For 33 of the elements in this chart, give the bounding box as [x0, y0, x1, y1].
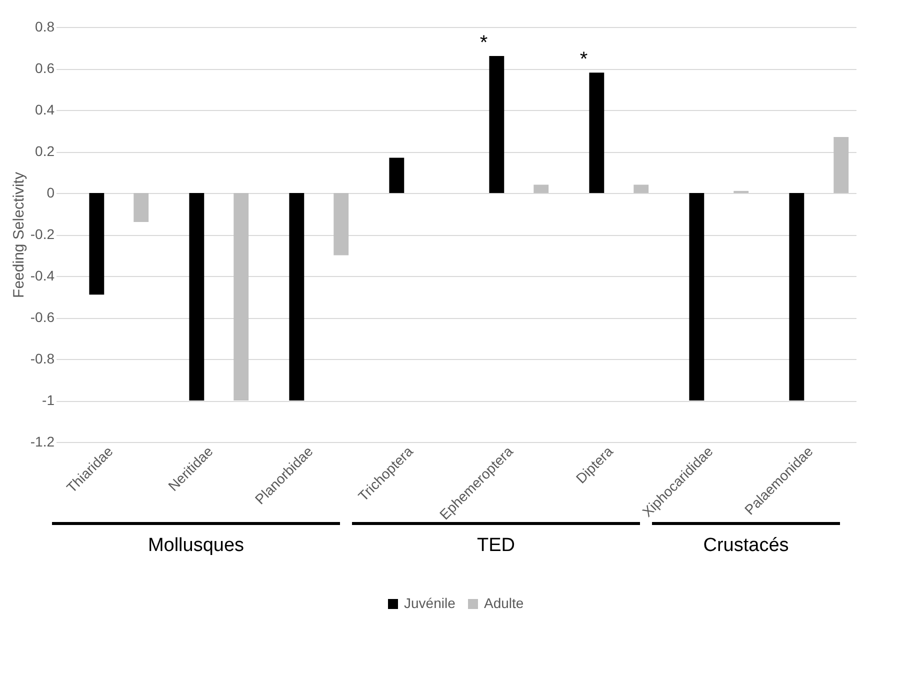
legend-label: Juvénile — [404, 595, 456, 611]
y-tick-label: -1 — [42, 392, 55, 408]
bar — [134, 193, 149, 222]
bar — [534, 184, 549, 193]
y-tick-label: -1.2 — [30, 434, 55, 450]
y-tick-label: 0.2 — [35, 143, 55, 159]
bar — [589, 72, 604, 193]
data-label: * — [480, 32, 488, 54]
y-tick-label: 0.8 — [35, 18, 55, 34]
y-tick-label: -0.4 — [30, 268, 55, 284]
data-label: * — [580, 48, 588, 71]
bar — [689, 193, 704, 400]
y-tick-label: -0.6 — [30, 309, 55, 325]
bar — [89, 193, 104, 295]
bar — [234, 193, 249, 400]
bar — [289, 193, 304, 400]
y-tick-label: 0 — [46, 184, 55, 200]
legend-label: Adulte — [484, 595, 524, 611]
bar — [634, 184, 649, 193]
bar — [834, 136, 849, 193]
y-tick-label: -0.8 — [30, 350, 55, 366]
bar — [489, 56, 504, 193]
text: TED — [477, 535, 515, 556]
y-axis-title: Feeding Selectivity — [10, 172, 28, 298]
bar — [189, 193, 204, 400]
bar — [789, 193, 804, 400]
bar — [389, 158, 404, 193]
y-tick-label: 0.4 — [35, 102, 55, 118]
bar — [334, 193, 349, 256]
y-tick-label: 0.6 — [35, 60, 55, 76]
text: Crustacés — [703, 535, 789, 556]
text: Mollusques — [148, 535, 244, 556]
y-tick-label: -0.2 — [30, 226, 55, 242]
